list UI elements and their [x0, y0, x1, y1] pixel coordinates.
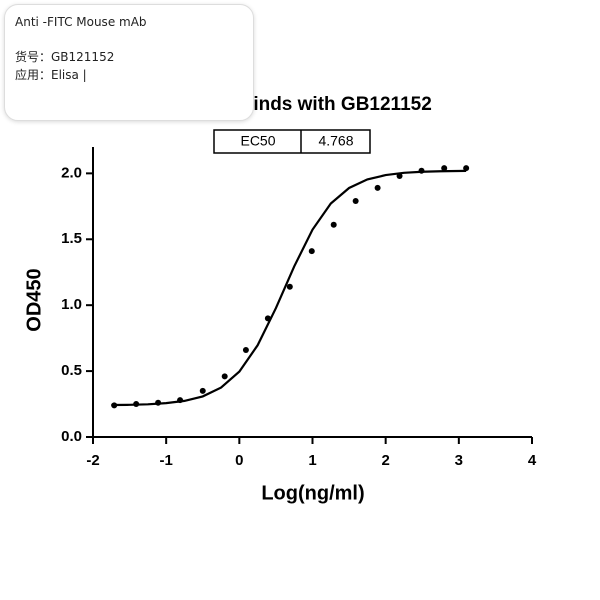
application: 应用：Elisa |: [15, 68, 87, 82]
x-tick-label: 0: [235, 452, 243, 469]
data-point: [352, 198, 359, 205]
y-tick-label: 1.0: [61, 296, 82, 313]
data-point: [374, 184, 381, 191]
data-point: [330, 221, 337, 228]
data-point: [221, 373, 228, 380]
x-tick-label: 3: [455, 452, 463, 469]
ec50-value: 4.768: [318, 133, 353, 149]
x-tick-label: 4: [528, 452, 537, 469]
x-tick-label: 1: [308, 452, 316, 469]
product-name: Anti -FITC Mouse mAb: [15, 15, 147, 29]
y-tick-label: 2.0: [61, 164, 82, 181]
x-tick-label: -2: [86, 452, 99, 469]
y-tick-label: 0.5: [61, 362, 82, 379]
x-tick-label: 2: [381, 452, 389, 469]
data-point: [242, 347, 249, 353]
ec50-box: [213, 129, 371, 154]
fit-curve: [111, 169, 467, 407]
data-point: [308, 248, 315, 255]
x-tick-label: -1: [159, 452, 172, 469]
data-point: [441, 165, 448, 172]
data-point: [463, 165, 470, 172]
info-card: Anti -FITC Mouse mAb 货号：GB121152 应用：Elis…: [4, 4, 254, 121]
y-tick-label: 1.5: [61, 230, 82, 247]
x-axis-title: Log(ng/ml): [261, 482, 364, 504]
data-point: [199, 387, 206, 394]
catalog-number: 货号：GB121152: [15, 50, 115, 64]
y-tick-label: 0.0: [61, 428, 82, 445]
data-point: [286, 283, 293, 290]
y-axis-title: OD450: [23, 268, 45, 331]
ec50-label: EC50: [240, 133, 275, 149]
